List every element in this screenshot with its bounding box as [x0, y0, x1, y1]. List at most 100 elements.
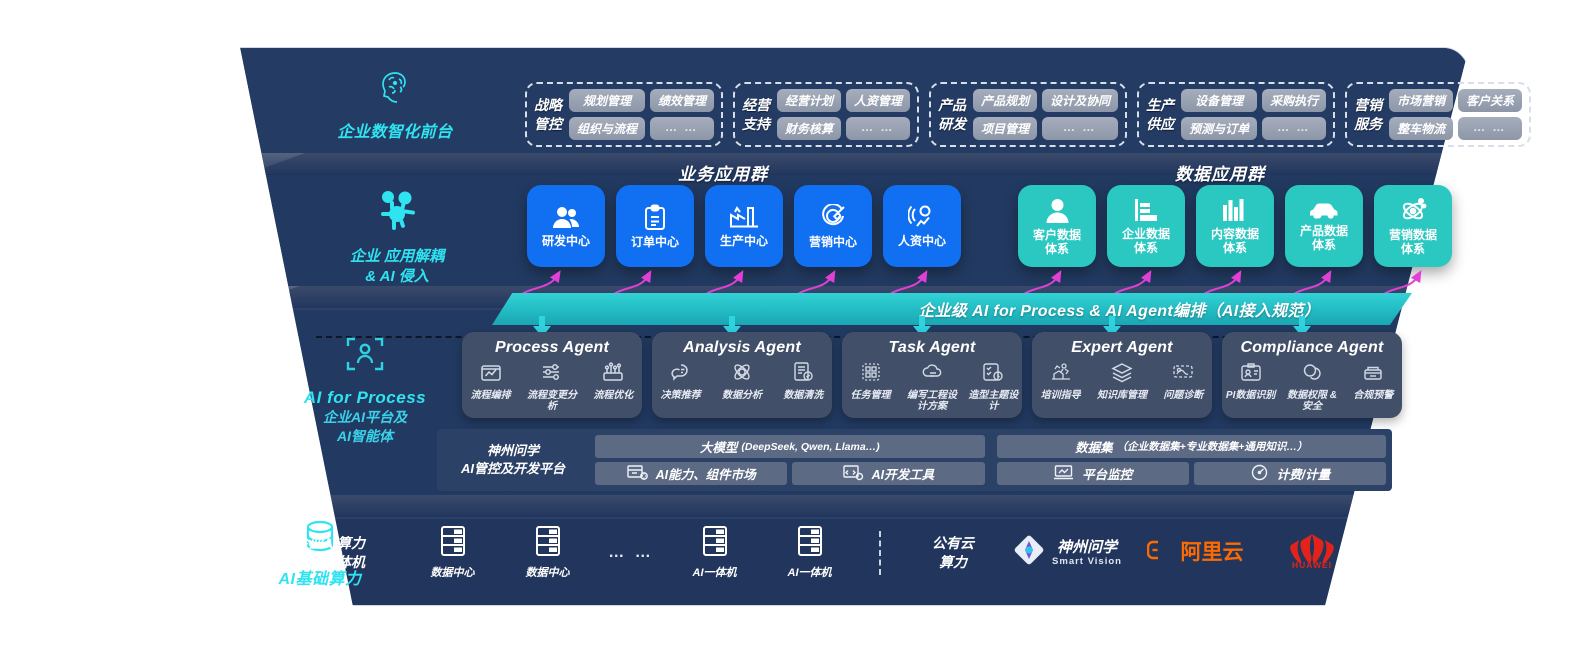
agent-arrow [1293, 326, 1311, 337]
model-bar[interactable]: 大模型 (DeepSeek, Qwen, Llama…) [595, 435, 985, 458]
agent-feature-label: 流程编排 [470, 390, 511, 401]
agent-card[interactable]: Task Agent 任务管理 编写工程设计方案 造型主题设计 [842, 332, 1022, 418]
agent-feature[interactable]: 问题诊断 [1155, 361, 1211, 401]
agent-feature[interactable]: 数据分析 [714, 361, 770, 401]
function-chip[interactable]: 绩效管理 [650, 89, 715, 112]
business-app-card[interactable]: 营销中心 [794, 185, 872, 267]
agent-feature[interactable]: 编写工程设计方案 [904, 361, 960, 412]
flow-chart-icon [480, 361, 502, 388]
partner-logo-huawei-logo[interactable]: HUAWEI [1259, 530, 1364, 575]
agent-card[interactable]: Analysis Agent 决策推荐 数据分析 数据清洗 [652, 332, 832, 418]
agent-feature[interactable]: 流程优化 [585, 361, 641, 412]
function-group: 产品 研发 产品规划 设计及协同 项目管理… … [929, 82, 1128, 147]
agent-feature[interactable]: PI数据识别 [1223, 361, 1279, 412]
design-check-icon [982, 361, 1004, 388]
molecule-icon [302, 188, 492, 241]
platform-cell-market[interactable]: AI能力、组件市场 [595, 462, 788, 485]
business-app-card[interactable]: 生产中心 [705, 185, 783, 267]
agent-feature[interactable]: 任务管理 [843, 361, 899, 412]
function-chip[interactable]: 人资管理 [846, 89, 911, 112]
function-chip[interactable]: … … [846, 117, 911, 140]
agent-stem [1299, 316, 1305, 328]
app-card-label: 内容数据 体系 [1210, 227, 1259, 255]
function-chip[interactable]: 市场营销 [1389, 89, 1454, 112]
agent-stem [539, 316, 545, 328]
function-chip-list: 市场营销 客户关系 整车物流… … [1389, 89, 1523, 140]
dataset-bar[interactable]: 数据集 （企业数据集+专业数据集+通用知识…） [996, 435, 1386, 458]
partner-logo-aliyun-logo[interactable]: 阿里云 [1131, 539, 1259, 566]
platform-cell-billing[interactable]: 计费/计量 [1193, 462, 1386, 485]
function-chip[interactable]: 采购执行 [1262, 89, 1327, 112]
function-chip[interactable]: 产品规划 [973, 89, 1038, 112]
gauge-icon [1250, 464, 1269, 484]
agent-feature[interactable]: 数据权限 & 安全 [1284, 361, 1340, 412]
logo-sub: Smart Vision [1052, 555, 1122, 567]
data-app-card[interactable]: 企业数据 体系 [1107, 185, 1185, 267]
function-chip[interactable]: 整车物流 [1389, 117, 1454, 140]
infra-node[interactable]: 数据中心 [500, 525, 595, 580]
app-card-label: 企业数据 体系 [1121, 227, 1170, 255]
rail-title-line2: 企业AI平台及 [323, 409, 407, 425]
infra-item-label: 公有云 算力 [932, 534, 974, 570]
rail-title-line1: 企业 应用解耦 [349, 248, 445, 265]
function-chip[interactable]: 组织与流程 [569, 117, 646, 140]
function-group-name: 战略 管控 [534, 96, 562, 132]
agent-card[interactable]: Compliance Agent PI数据识别 数据权限 & 安全 合规预警 [1222, 332, 1402, 418]
function-chip[interactable]: 财务核算 [777, 117, 842, 140]
data-app-card[interactable]: 客户数据 体系 [1018, 185, 1096, 267]
agent-arrow [533, 326, 551, 337]
function-chip[interactable]: 设计及协同 [1042, 89, 1119, 112]
huawei-logo: HUAWEI [1285, 530, 1339, 575]
agent-feature[interactable]: 数据清洗 [775, 361, 831, 401]
agent-feature[interactable]: 培训指导 [1033, 361, 1089, 401]
function-chip[interactable]: … … [1042, 117, 1119, 140]
agent-feature-label: 任务管理 [850, 390, 891, 401]
data-app-cards: 客户数据 体系 企业数据 体系 内容数据 体系 产品数据 体系 营销数据 体系 [1018, 185, 1452, 267]
platform-cell-devtool[interactable]: AI开发工具 [792, 462, 985, 485]
app-card-label: 营销数据 体系 [1388, 227, 1437, 256]
business-group-title: 业务应用群 [678, 165, 768, 184]
agent-feature[interactable]: 合规预警 [1345, 361, 1401, 412]
target-icon [820, 203, 847, 231]
data-app-card[interactable]: 内容数据 体系 [1196, 185, 1274, 267]
agent-arrow [1103, 326, 1121, 337]
alert-box-icon [1362, 361, 1384, 388]
function-chip[interactable]: 设备管理 [1181, 89, 1258, 112]
infra-node[interactable]: 数据中心 [405, 525, 500, 580]
function-group-name: 营销 服务 [1354, 96, 1383, 132]
function-chip[interactable]: 预测与订单 [1181, 117, 1258, 140]
function-chip[interactable]: … … [1458, 117, 1523, 140]
layers-icon [1111, 361, 1133, 388]
function-chip[interactable]: 项目管理 [973, 117, 1038, 140]
business-app-card[interactable]: 人资中心 [883, 185, 961, 267]
platform-cell-monitor[interactable]: 平台监控 [996, 462, 1189, 485]
agent-feature-label: 数据分析 [721, 390, 762, 401]
infra-item-label: 数据中心 [525, 567, 570, 579]
business-app-card[interactable]: 订单中心 [616, 185, 694, 267]
data-app-card[interactable]: 营销数据 体系 [1374, 185, 1452, 267]
infra-node[interactable]: AI一体机 [667, 525, 762, 580]
rail-title: 企业数智化前台 [337, 124, 453, 141]
function-chip[interactable]: 客户关系 [1458, 89, 1523, 112]
database-icon [225, 516, 415, 563]
function-chip[interactable]: … … [1262, 117, 1327, 140]
agent-feature-label: 流程变更分析 [526, 390, 577, 412]
agent-feature[interactable]: 流程编排 [463, 361, 519, 412]
agent-feature-list: 任务管理 编写工程设计方案 造型主题设计 [842, 361, 1022, 412]
agent-feature[interactable]: 流程变更分析 [524, 361, 580, 412]
agent-feature-label: 流程优化 [593, 390, 634, 401]
agent-feature[interactable]: 决策推荐 [653, 361, 709, 401]
agent-card[interactable]: Process Agent 流程编排 流程变更分析 流程优化 [462, 332, 642, 418]
agent-feature[interactable]: 知识库管理 [1094, 361, 1150, 401]
infra-node[interactable]: AI一体机 [762, 525, 857, 580]
function-chip[interactable]: … … [650, 117, 715, 140]
function-group-name: 生产 供应 [1146, 96, 1175, 132]
infra-item-label: 企业AI算力 或AI一体机 [295, 534, 365, 570]
data-app-card[interactable]: 产品数据 体系 [1285, 185, 1363, 267]
function-chip[interactable]: 规划管理 [569, 89, 646, 112]
partner-logo-shenzhou-wenxue-logo[interactable]: 神州问学 Smart Vision [1003, 533, 1131, 572]
agent-feature[interactable]: 造型主题设计 [965, 361, 1021, 412]
business-app-card[interactable]: 研发中心 [527, 185, 605, 267]
function-chip[interactable]: 经营计划 [777, 89, 842, 112]
agent-card[interactable]: Expert Agent 培训指导 知识库管理 问题诊断 [1032, 332, 1212, 418]
